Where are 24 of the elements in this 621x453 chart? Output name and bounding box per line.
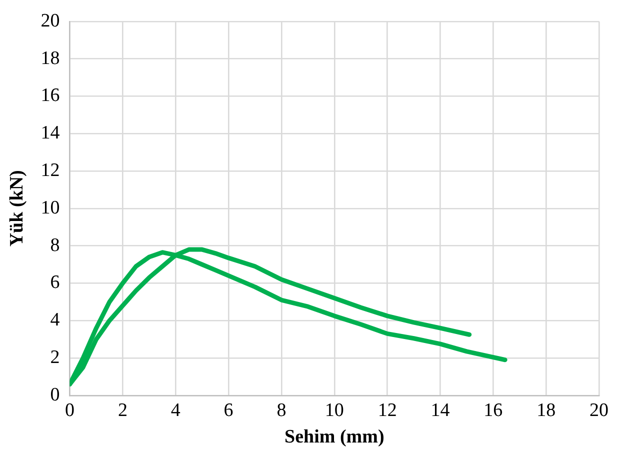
x-tick-label: 20 bbox=[590, 400, 608, 421]
x-tick-label: 18 bbox=[536, 400, 556, 421]
y-tick-label: 10 bbox=[40, 197, 60, 218]
y-axis-title: Yük (kN) bbox=[6, 170, 28, 247]
y-tick-label: 2 bbox=[50, 346, 60, 368]
y-tick-label: 12 bbox=[40, 160, 60, 181]
x-tick-label: 12 bbox=[378, 400, 397, 421]
x-tick-label: 0 bbox=[65, 400, 75, 421]
x-tick-label: 4 bbox=[170, 400, 181, 421]
x-tick-label: 14 bbox=[430, 400, 450, 421]
y-tick-label: 14 bbox=[40, 122, 60, 144]
x-tick-label: 10 bbox=[324, 400, 344, 421]
y-tick-label: 16 bbox=[40, 85, 60, 106]
y-tick-label: 8 bbox=[50, 234, 60, 256]
y-tick-label: 0 bbox=[50, 384, 60, 406]
x-tick-label: 8 bbox=[276, 400, 286, 421]
x-axis-title: Sehim (mm) bbox=[284, 426, 384, 448]
y-tick-label: 18 bbox=[40, 48, 60, 69]
y-tick-label: 4 bbox=[50, 310, 60, 331]
y-tick-label: 20 bbox=[40, 10, 60, 32]
x-tick-label: 2 bbox=[118, 400, 128, 421]
x-tick-label: 6 bbox=[224, 400, 234, 421]
y-tick-label: 6 bbox=[50, 272, 60, 294]
x-tick-label: 16 bbox=[484, 400, 503, 421]
